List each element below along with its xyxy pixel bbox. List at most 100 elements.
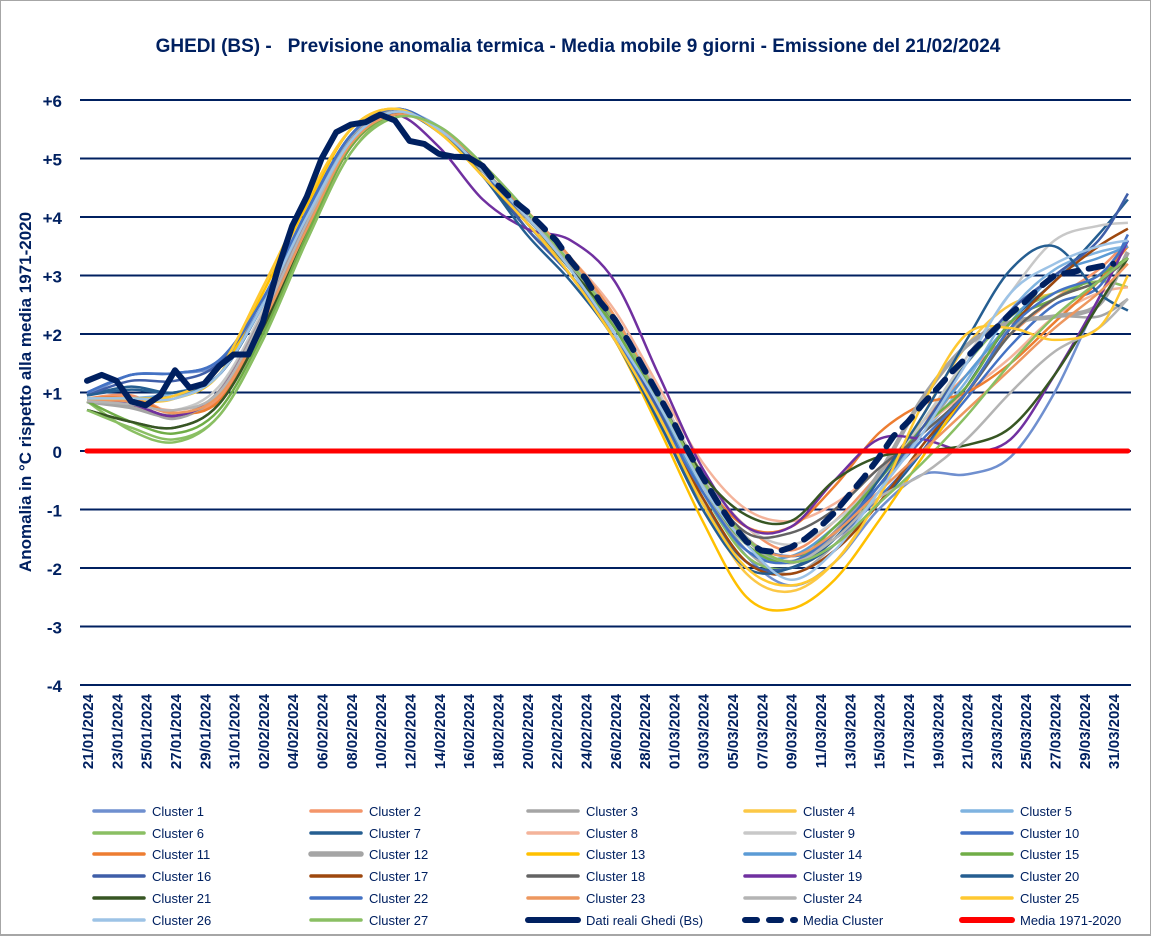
x-tick-label: 22/02/2024	[549, 693, 566, 769]
y-tick-label: -4	[47, 677, 63, 696]
legend-item: Cluster 3	[526, 804, 638, 819]
legend-label: Cluster 15	[1020, 847, 1079, 862]
legend-item: Cluster 10	[960, 826, 1079, 841]
legend-label: Dati reali Ghedi (Bs)	[586, 913, 703, 928]
chart-title: GHEDI (BS) - Previsione anomalia termica…	[156, 36, 1001, 57]
legend-label: Cluster 20	[1020, 869, 1079, 884]
x-tick-label: 27/03/2024	[1048, 693, 1065, 769]
x-tick-label: 15/03/2024	[872, 693, 889, 769]
x-tick-label: 04/02/2024	[285, 693, 302, 769]
y-tick-label: +3	[43, 268, 62, 287]
legend-item: Cluster 13	[526, 847, 645, 862]
legend-label: Cluster 11	[152, 847, 210, 862]
series-line-cluster-15	[86, 112, 1129, 564]
x-tick-label: 21/03/2024	[960, 693, 977, 769]
y-tick-label: +4	[43, 209, 63, 228]
legend-item: Cluster 18	[526, 869, 645, 884]
legend-item: Cluster 17	[309, 869, 428, 884]
x-tick-label: 08/02/2024	[344, 693, 361, 769]
y-tick-label: -1	[47, 502, 62, 521]
legend-item: Media Cluster	[742, 913, 884, 928]
gridlines	[80, 99, 1131, 686]
legend-label: Cluster 27	[369, 913, 428, 928]
legend-label: Cluster 3	[586, 804, 638, 819]
legend-label: Cluster 1	[152, 804, 204, 819]
legend: Cluster 1 Cluster 2 Cluster 3 Cluster 4 Clus…	[92, 804, 1121, 928]
legend-item: Cluster 1	[92, 804, 204, 819]
legend-label: Media Cluster	[803, 913, 884, 928]
legend-label: Cluster 4	[803, 804, 855, 819]
x-tick-label: 07/03/2024	[754, 693, 771, 769]
x-tick-label: 25/03/2024	[1018, 693, 1035, 769]
x-tick-label: 13/03/2024	[842, 693, 859, 769]
legend-label: Cluster 17	[369, 869, 428, 884]
x-tick-label: 23/03/2024	[989, 693, 1006, 769]
series-lines	[84, 107, 1131, 612]
legend-label: Cluster 26	[152, 913, 211, 928]
x-tick-label: 31/01/2024	[227, 693, 244, 769]
x-tick-label: 27/01/2024	[168, 693, 185, 769]
legend-label: Cluster 16	[152, 869, 211, 884]
x-tick-label: 03/03/2024	[696, 693, 713, 769]
legend-item: Cluster 22	[309, 891, 428, 906]
x-tick-label: 31/03/2024	[1106, 693, 1123, 769]
y-tick-label: +1	[43, 385, 62, 404]
legend-item: Dati reali Ghedi (Bs)	[525, 913, 703, 928]
legend-label: Cluster 21	[152, 891, 211, 906]
legend-item: Cluster 15	[960, 847, 1079, 862]
x-tick-label: 23/01/2024	[109, 693, 126, 769]
legend-label: Cluster 5	[1020, 804, 1072, 819]
legend-item: Cluster 23	[526, 891, 645, 906]
legend-item: Cluster 27	[309, 913, 428, 928]
x-tick-label: 20/02/2024	[520, 693, 537, 769]
x-tick-label: 02/02/2024	[256, 693, 273, 769]
legend-label: Cluster 19	[803, 869, 862, 884]
x-tick-label: 19/03/2024	[930, 693, 947, 769]
x-tick-label: 29/03/2024	[1077, 693, 1094, 769]
x-tick-label: 21/01/2024	[80, 693, 97, 769]
x-tick-label: 24/02/2024	[578, 693, 595, 769]
legend-item: Cluster 5	[960, 804, 1072, 819]
legend-item: Cluster 12	[308, 847, 428, 862]
legend-label: Cluster 12	[369, 847, 428, 862]
y-tick-label: -2	[47, 560, 62, 579]
legend-item: Cluster 26	[92, 913, 211, 928]
x-tick-label: 25/01/2024	[139, 693, 156, 769]
legend-label: Cluster 6	[152, 826, 204, 841]
legend-item: Cluster 20	[960, 869, 1079, 884]
legend-label: Cluster 14	[803, 847, 862, 862]
x-tick-label: 10/02/2024	[373, 693, 390, 769]
x-tick-labels: 21/01/2024 23/01/2024 25/01/2024 27/01/2024…	[80, 693, 1123, 769]
legend-item: Cluster 11	[92, 847, 210, 862]
x-tick-label: 29/01/2024	[197, 693, 214, 769]
legend-item: Cluster 8	[526, 826, 638, 841]
legend-label: Cluster 23	[586, 891, 645, 906]
legend-label: Cluster 7	[369, 826, 421, 841]
x-tick-label: 16/02/2024	[461, 693, 478, 769]
x-tick-label: 05/03/2024	[725, 693, 742, 769]
legend-label: Cluster 9	[803, 826, 855, 841]
y-tick-label: +2	[43, 326, 62, 345]
x-tick-label: 28/02/2024	[637, 693, 654, 769]
legend-label: Cluster 8	[586, 826, 638, 841]
legend-item: Cluster 16	[92, 869, 211, 884]
x-tick-label: 01/03/2024	[666, 693, 683, 769]
legend-label: Cluster 2	[369, 804, 421, 819]
legend-item: Cluster 9	[743, 826, 855, 841]
legend-item: Cluster 4	[743, 804, 855, 819]
legend-item: Cluster 21	[92, 891, 211, 906]
x-tick-label: 26/02/2024	[608, 693, 625, 769]
y-tick-label: +6	[43, 92, 62, 111]
x-tick-label: 18/02/2024	[490, 693, 507, 769]
legend-item: Cluster 25	[960, 891, 1079, 906]
legend-label: Cluster 25	[1020, 891, 1079, 906]
legend-item: Cluster 7	[309, 826, 421, 841]
x-tick-label: 14/02/2024	[432, 693, 449, 769]
y-axis-label: Anomalia in °C rispetto alla media 1971-…	[16, 212, 35, 572]
y-tick-labels: +6 +5 +4 +3 +2 +1 0 -1 -2 -3 -4	[43, 92, 63, 696]
legend-label: Cluster 10	[1020, 826, 1079, 841]
x-tick-label: 11/03/2024	[813, 693, 830, 768]
legend-item: Cluster 14	[743, 847, 862, 862]
y-tick-label: 0	[53, 443, 62, 462]
